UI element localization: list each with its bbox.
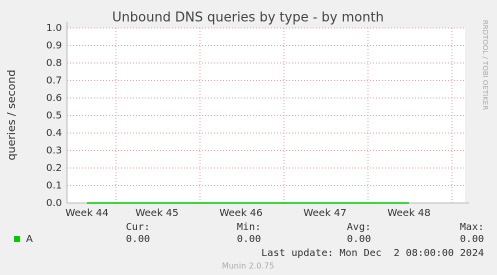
y-tick-label: 0.6 bbox=[46, 93, 62, 104]
y-tick-label: 0.4 bbox=[46, 128, 62, 139]
y-tick-label: 0.8 bbox=[46, 58, 62, 69]
x-tick-label: Week 46 bbox=[219, 208, 262, 219]
footer: Munin 2.0.75 bbox=[222, 262, 274, 271]
legend-value: 0.00 bbox=[126, 234, 150, 245]
y-tick-label: 0.1 bbox=[46, 181, 62, 192]
side-label: RRDTOOL / TOBI OETIKER bbox=[481, 20, 489, 110]
legend-header: Cur: bbox=[126, 222, 150, 233]
y-tick-label: 1.0 bbox=[46, 23, 62, 34]
chart-title: Unbound DNS queries by type - by month bbox=[112, 11, 384, 26]
legend-value: 0.00 bbox=[347, 234, 371, 245]
y-tick-label: 0.2 bbox=[46, 163, 62, 174]
legend-header: Min: bbox=[237, 222, 261, 233]
last-update: Last update: Mon Dec 2 08:00:00 2024 bbox=[261, 248, 484, 259]
x-tick-label: Week 48 bbox=[387, 208, 430, 219]
y-tick-label: 0.9 bbox=[46, 41, 62, 52]
legend-label: A bbox=[26, 234, 33, 245]
y-axis-label: queries / second bbox=[5, 70, 18, 161]
legend-value: 0.00 bbox=[237, 234, 261, 245]
legend-header: Avg: bbox=[347, 222, 371, 233]
x-tick-label: Week 45 bbox=[135, 208, 178, 219]
legend-header: Max: bbox=[460, 222, 484, 233]
x-tick-label: Week 47 bbox=[303, 208, 346, 219]
x-tick-label: Week 44 bbox=[65, 208, 108, 219]
legend-value: 0.00 bbox=[460, 234, 484, 245]
legend-swatch bbox=[14, 236, 20, 242]
y-tick-label: 0.0 bbox=[46, 198, 62, 209]
y-tick-label: 0.5 bbox=[46, 111, 62, 122]
y-tick-label: 0.3 bbox=[46, 146, 62, 157]
y-tick-label: 0.7 bbox=[46, 76, 62, 87]
